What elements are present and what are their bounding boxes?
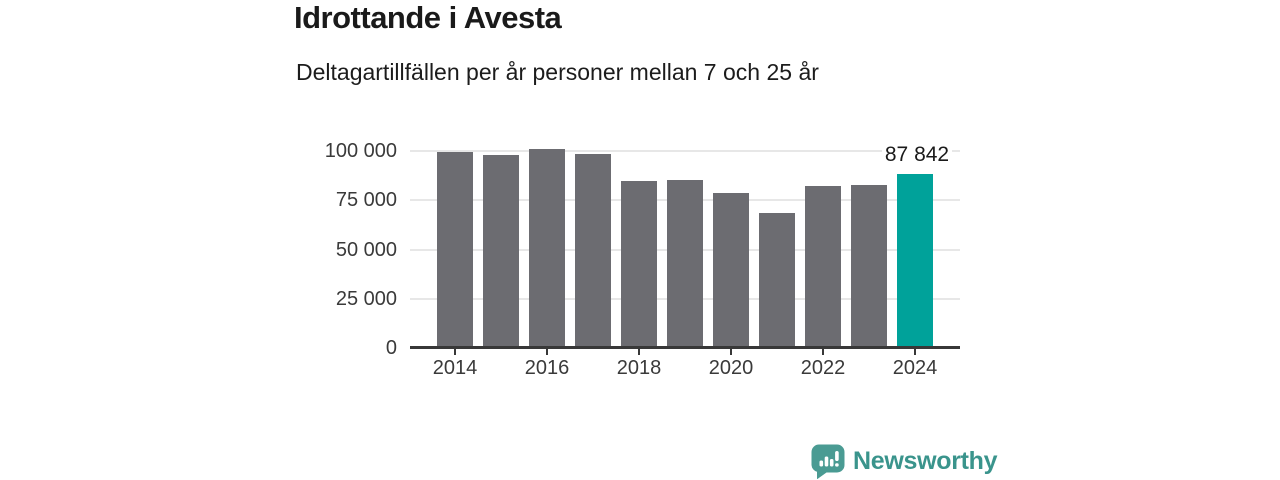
x-axis-label: 2018: [616, 357, 662, 379]
x-tick-2024: [914, 349, 916, 355]
page-subtitle: Deltagartillfällen per år personer mella…: [296, 59, 819, 85]
y-axis-label: 25 000: [335, 288, 397, 310]
page-title: Idrottande i Avesta: [294, 0, 562, 35]
bar-2024: [897, 174, 933, 347]
y-axis-label: 0: [385, 337, 397, 359]
bar-2014: [437, 152, 473, 347]
x-tick-2020: [730, 349, 732, 355]
x-axis-label: 2014: [432, 357, 478, 379]
gridline-100000: [410, 150, 960, 152]
bar-2021: [759, 213, 795, 347]
newsworthy-logo-icon: [811, 444, 845, 479]
bar-2020: [713, 193, 749, 347]
y-axis-label: 75 000: [335, 189, 397, 211]
bar-2018: [621, 181, 657, 347]
y-axis-label: 50 000: [335, 239, 397, 261]
x-axis-line: [410, 346, 960, 349]
bar-2015: [483, 155, 519, 347]
highlight-value-label: 87 842: [847, 143, 987, 167]
x-axis-label: 2016: [524, 357, 570, 379]
bar-2019: [667, 180, 703, 347]
bar-2022: [805, 186, 841, 347]
x-axis-label: 2020: [708, 357, 754, 379]
brand-footer: Newsworthy: [810, 443, 998, 479]
x-tick-2014: [454, 349, 456, 355]
x-tick-2016: [546, 349, 548, 355]
x-axis-label: 2024: [892, 357, 938, 379]
bar-2016: [529, 149, 565, 347]
bar-2023: [851, 185, 887, 347]
brand-name: Newsworthy: [853, 446, 998, 475]
bar-2017: [575, 154, 611, 347]
y-axis-label: 100 000: [324, 140, 397, 162]
x-axis-label: 2022: [800, 357, 846, 379]
x-tick-2018: [638, 349, 640, 355]
x-tick-2022: [822, 349, 824, 355]
